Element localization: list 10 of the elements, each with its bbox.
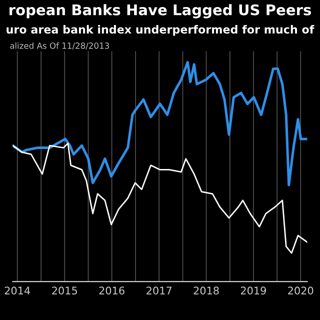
x-tick-label: 2015 [52, 286, 77, 295]
x-tick-label: 2020 [288, 286, 314, 295]
text: alized As Of 11/28/2013 [10, 42, 109, 50]
x-tick-label: 2017 [146, 286, 172, 295]
x-tick-label: 2018 [194, 286, 219, 295]
chart-title: ropean Banks Have Lagged US Peers [10, 4, 311, 18]
x-tick-label: 2019 [240, 286, 266, 295]
x-tick-label: 2014 [4, 286, 30, 295]
x-tick-label: 2016 [99, 286, 124, 295]
chart-subtitle: uro area bank index underperformed for much of [6, 25, 314, 36]
